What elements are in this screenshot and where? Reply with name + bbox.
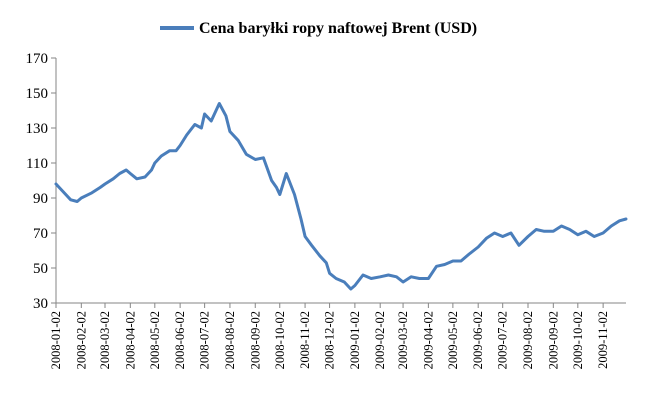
y-tick-label: 150 [26, 86, 49, 102]
x-tick-label: 2009-09-02 [546, 311, 560, 369]
y-tick-label: 130 [26, 121, 49, 137]
y-tick-label: 30 [33, 296, 48, 312]
x-tick-label: 2008-11-02 [298, 311, 312, 369]
x-tick-label: 2009-06-02 [471, 311, 485, 369]
x-axis: 2008-01-02 2008-02-02 2008-03-02 2008-04-02… [49, 302, 626, 369]
x-tick-label: 2009-01-02 [348, 311, 362, 369]
y-tick-label: 70 [33, 226, 48, 242]
x-tick-label: 2008-01-02 [49, 311, 63, 369]
x-tick-label: 2008-03-02 [98, 311, 112, 369]
series-line [54, 102, 628, 291]
x-tick-label: 2008-09-02 [248, 311, 262, 369]
x-tick-label: 2008-06-02 [173, 311, 187, 369]
x-tick-label: 2008-05-02 [148, 311, 162, 369]
y-tick-label: 170 [26, 51, 49, 67]
x-tick-label: 2009-08-02 [521, 311, 535, 369]
y-tick-label: 50 [33, 261, 48, 277]
y-tick-label: 90 [33, 191, 48, 207]
y-tick-label: 110 [26, 156, 48, 172]
x-tick-label: 2008-12-02 [323, 311, 337, 369]
x-tick-label: 2008-07-02 [198, 311, 212, 369]
x-tick-label: 2009-04-02 [421, 311, 435, 369]
x-tick-label: 2009-05-02 [446, 311, 460, 369]
x-tick-label: 2009-02-02 [373, 311, 387, 369]
x-tick-label: 2009-10-02 [571, 311, 585, 369]
y-axis: 30 50 70 90 110 130 150 170 [26, 51, 57, 312]
legend-label: Cena baryłki ropy naftowej Brent (USD) [199, 20, 477, 37]
series-layer [54, 102, 628, 291]
x-tick-label: 2008-04-02 [123, 311, 137, 369]
x-tick-label: 2009-07-02 [496, 311, 510, 369]
x-tick-label: 2008-02-02 [74, 311, 88, 369]
x-tick-label: 2008-08-02 [223, 311, 237, 369]
x-tick-label: 2009-03-02 [396, 311, 410, 369]
x-tick-label: 2008-10-02 [273, 311, 287, 369]
x-tick-label: 2009-11-02 [596, 311, 610, 369]
legend: Cena baryłki ropy naftowej Brent (USD) [160, 20, 477, 37]
